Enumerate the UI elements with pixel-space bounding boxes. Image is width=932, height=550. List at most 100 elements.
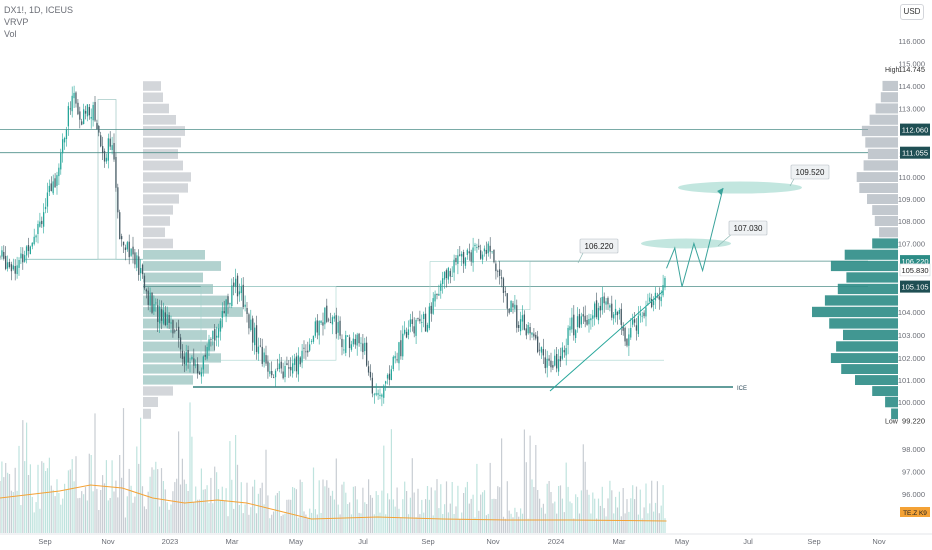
volume-bar xyxy=(523,429,525,533)
price-tick: 116.000 xyxy=(898,37,925,46)
volume-bar xyxy=(229,441,231,533)
price-badge[interactable] xyxy=(899,263,931,277)
candle-body xyxy=(554,355,556,366)
range-box xyxy=(429,261,531,311)
volume-bar xyxy=(394,506,396,533)
candle-body xyxy=(248,314,250,329)
volume-bar xyxy=(183,479,185,533)
currency-button[interactable]: USD xyxy=(900,4,924,20)
target-zone-2[interactable] xyxy=(678,181,802,194)
candle-body xyxy=(582,314,584,317)
volume-bar xyxy=(470,498,472,533)
volume-bar xyxy=(649,503,651,533)
projection-path[interactable] xyxy=(666,187,724,287)
callout-box[interactable] xyxy=(790,164,830,180)
volume-bar xyxy=(60,504,62,533)
indicator-vrvp[interactable]: VRVP xyxy=(4,17,29,27)
candle-body xyxy=(535,334,537,339)
volume-bar xyxy=(3,477,5,533)
volume-bar xyxy=(582,444,584,533)
volume-bar xyxy=(605,516,607,533)
candle-body xyxy=(620,308,622,325)
volume-bar xyxy=(436,479,438,533)
volume-bar xyxy=(26,422,28,533)
price-tick: 101.000 xyxy=(898,376,925,385)
volume-ma-line xyxy=(0,484,667,522)
target-zone-1[interactable] xyxy=(641,238,731,249)
candle-body xyxy=(105,157,108,162)
volume-bar xyxy=(92,491,94,533)
volume-bar xyxy=(637,514,639,533)
volume-bar xyxy=(415,517,417,533)
volume-bar xyxy=(105,460,107,533)
profile-bin xyxy=(143,216,170,226)
volume-bar xyxy=(164,489,166,533)
candle-body xyxy=(538,349,541,351)
candle-body xyxy=(90,117,92,119)
volume-bar xyxy=(345,492,347,533)
right-profile-bin xyxy=(824,295,898,306)
volume-bar xyxy=(411,458,413,533)
candle-body xyxy=(457,255,459,264)
volume-badge[interactable] xyxy=(900,507,930,517)
candle-body xyxy=(645,307,647,317)
right-profile-bin xyxy=(885,396,898,408)
volume-bar xyxy=(67,470,69,533)
candle-body xyxy=(269,371,271,374)
callout-label: 106.220 xyxy=(585,242,614,251)
time-axis[interactable]: Sep Nov 2023 Mar May Jul Sep Nov 2024 Mar May Jul Se… xyxy=(0,533,932,546)
candle-body xyxy=(267,361,269,372)
candle-body xyxy=(495,263,497,272)
candle-body xyxy=(6,262,9,269)
volume-bar xyxy=(487,513,489,533)
volume-bar xyxy=(240,482,242,533)
price-badge[interactable] xyxy=(900,123,930,136)
price-axis[interactable]: 116.000115.000114.000113.000111.000110.0… xyxy=(885,37,931,517)
candle-body xyxy=(508,308,510,313)
volume-bar xyxy=(521,513,524,533)
candle-body xyxy=(96,123,98,129)
candle-body xyxy=(312,335,315,342)
symbol-info[interactable]: DX1!, 1D, ICEUS xyxy=(4,5,74,15)
volume-bar xyxy=(288,499,290,533)
profile-bin xyxy=(143,397,158,407)
volume-bar xyxy=(645,483,647,533)
candle-body xyxy=(37,224,39,234)
candle-body xyxy=(84,111,87,114)
volume-bar xyxy=(590,513,592,533)
candle-body xyxy=(335,315,337,335)
volume-bar xyxy=(561,498,563,533)
candle-body xyxy=(649,297,651,302)
candle-body xyxy=(25,246,28,256)
candle-body xyxy=(472,247,474,263)
drawings-layer[interactable]: 106.220 107.030 109.520 ICE xyxy=(549,164,830,392)
candle-body xyxy=(16,265,18,275)
candle-body xyxy=(493,249,495,263)
callout-box[interactable] xyxy=(579,238,619,254)
candle-body xyxy=(377,393,379,395)
trendline[interactable] xyxy=(549,290,664,392)
candle-body xyxy=(141,264,144,275)
volume-bar xyxy=(102,475,104,533)
right-profile-bin xyxy=(812,306,898,318)
volume-bar xyxy=(575,494,577,533)
indicator-vol[interactable]: Vol xyxy=(4,29,17,39)
candle-body xyxy=(622,326,624,331)
volume-bar xyxy=(202,489,204,533)
callout-box[interactable] xyxy=(728,220,768,236)
candle-body xyxy=(67,106,69,127)
volume-bar xyxy=(46,468,49,533)
price-badge-label: 111.055 xyxy=(902,149,928,158)
profile-range-box xyxy=(97,99,117,260)
volume-bar xyxy=(392,499,394,533)
volume-bar xyxy=(56,479,58,533)
volume-bar xyxy=(50,485,52,533)
price-badge[interactable] xyxy=(900,280,930,293)
candle-body xyxy=(388,373,391,380)
time-label: Nov xyxy=(486,537,500,546)
candle-body xyxy=(20,253,22,259)
candle-body xyxy=(499,269,501,276)
price-badge[interactable] xyxy=(900,146,930,159)
profile-bin xyxy=(143,386,173,396)
